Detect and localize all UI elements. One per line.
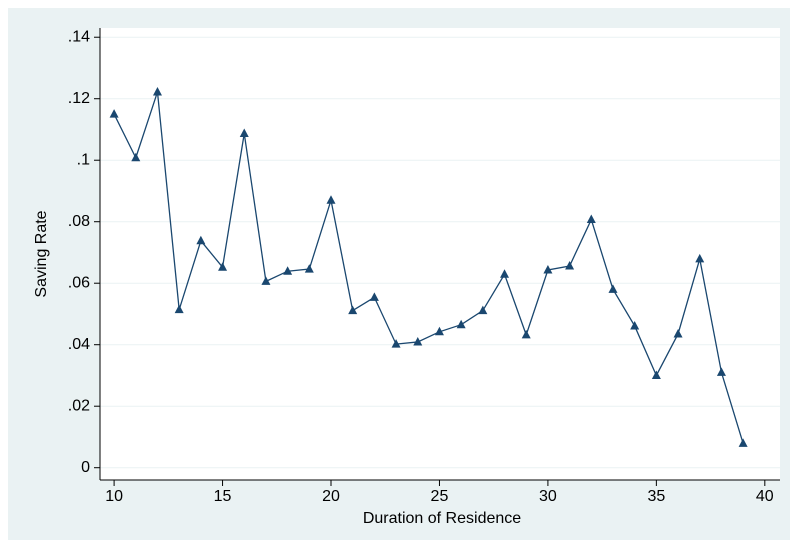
marker <box>304 264 314 273</box>
x-tick-label: 35 <box>647 488 665 505</box>
marker <box>348 305 358 315</box>
marker <box>326 195 336 204</box>
x-tick-label: 10 <box>105 488 123 505</box>
marker <box>586 214 596 224</box>
marker <box>239 128 249 137</box>
x-tick-label: 25 <box>431 488 449 505</box>
marker <box>608 284 618 293</box>
marker <box>131 152 141 162</box>
y-tick-label: .08 <box>68 213 90 230</box>
x-tick-label: 40 <box>756 488 774 505</box>
y-tick-label: .12 <box>68 90 90 107</box>
marker <box>413 336 423 346</box>
marker <box>369 292 379 301</box>
marker <box>196 235 206 245</box>
y-axis-label: Saving Rate <box>33 210 50 297</box>
x-axis-label: Duration of Residence <box>363 510 521 527</box>
marker <box>716 367 726 376</box>
line <box>113 91 744 444</box>
marker <box>391 339 401 348</box>
y-tick-label: .1 <box>77 151 90 168</box>
x-tick-label: 15 <box>214 488 232 505</box>
marker <box>456 319 466 329</box>
marker <box>543 264 553 274</box>
marker <box>673 328 683 338</box>
marker <box>500 269 510 278</box>
marker <box>261 276 271 285</box>
y-tick-label: .04 <box>68 336 90 353</box>
marker <box>565 260 575 270</box>
marker <box>651 370 661 379</box>
marker <box>218 262 228 271</box>
marker <box>152 86 162 96</box>
x-tick-label: 20 <box>322 488 340 505</box>
y-tick-label: .14 <box>68 28 90 45</box>
marker <box>695 253 705 263</box>
marker <box>283 266 293 275</box>
x-tick-label: 30 <box>539 488 557 505</box>
marker <box>434 326 444 336</box>
y-tick-label: .06 <box>68 274 90 291</box>
y-tick-label: .02 <box>68 397 90 414</box>
y-tick-label: 0 <box>81 459 90 476</box>
plot-area <box>100 28 780 480</box>
marker <box>630 320 640 330</box>
marker <box>738 438 748 447</box>
marker <box>521 329 531 339</box>
marker <box>174 304 184 314</box>
marker <box>109 109 119 118</box>
marker <box>478 305 488 315</box>
